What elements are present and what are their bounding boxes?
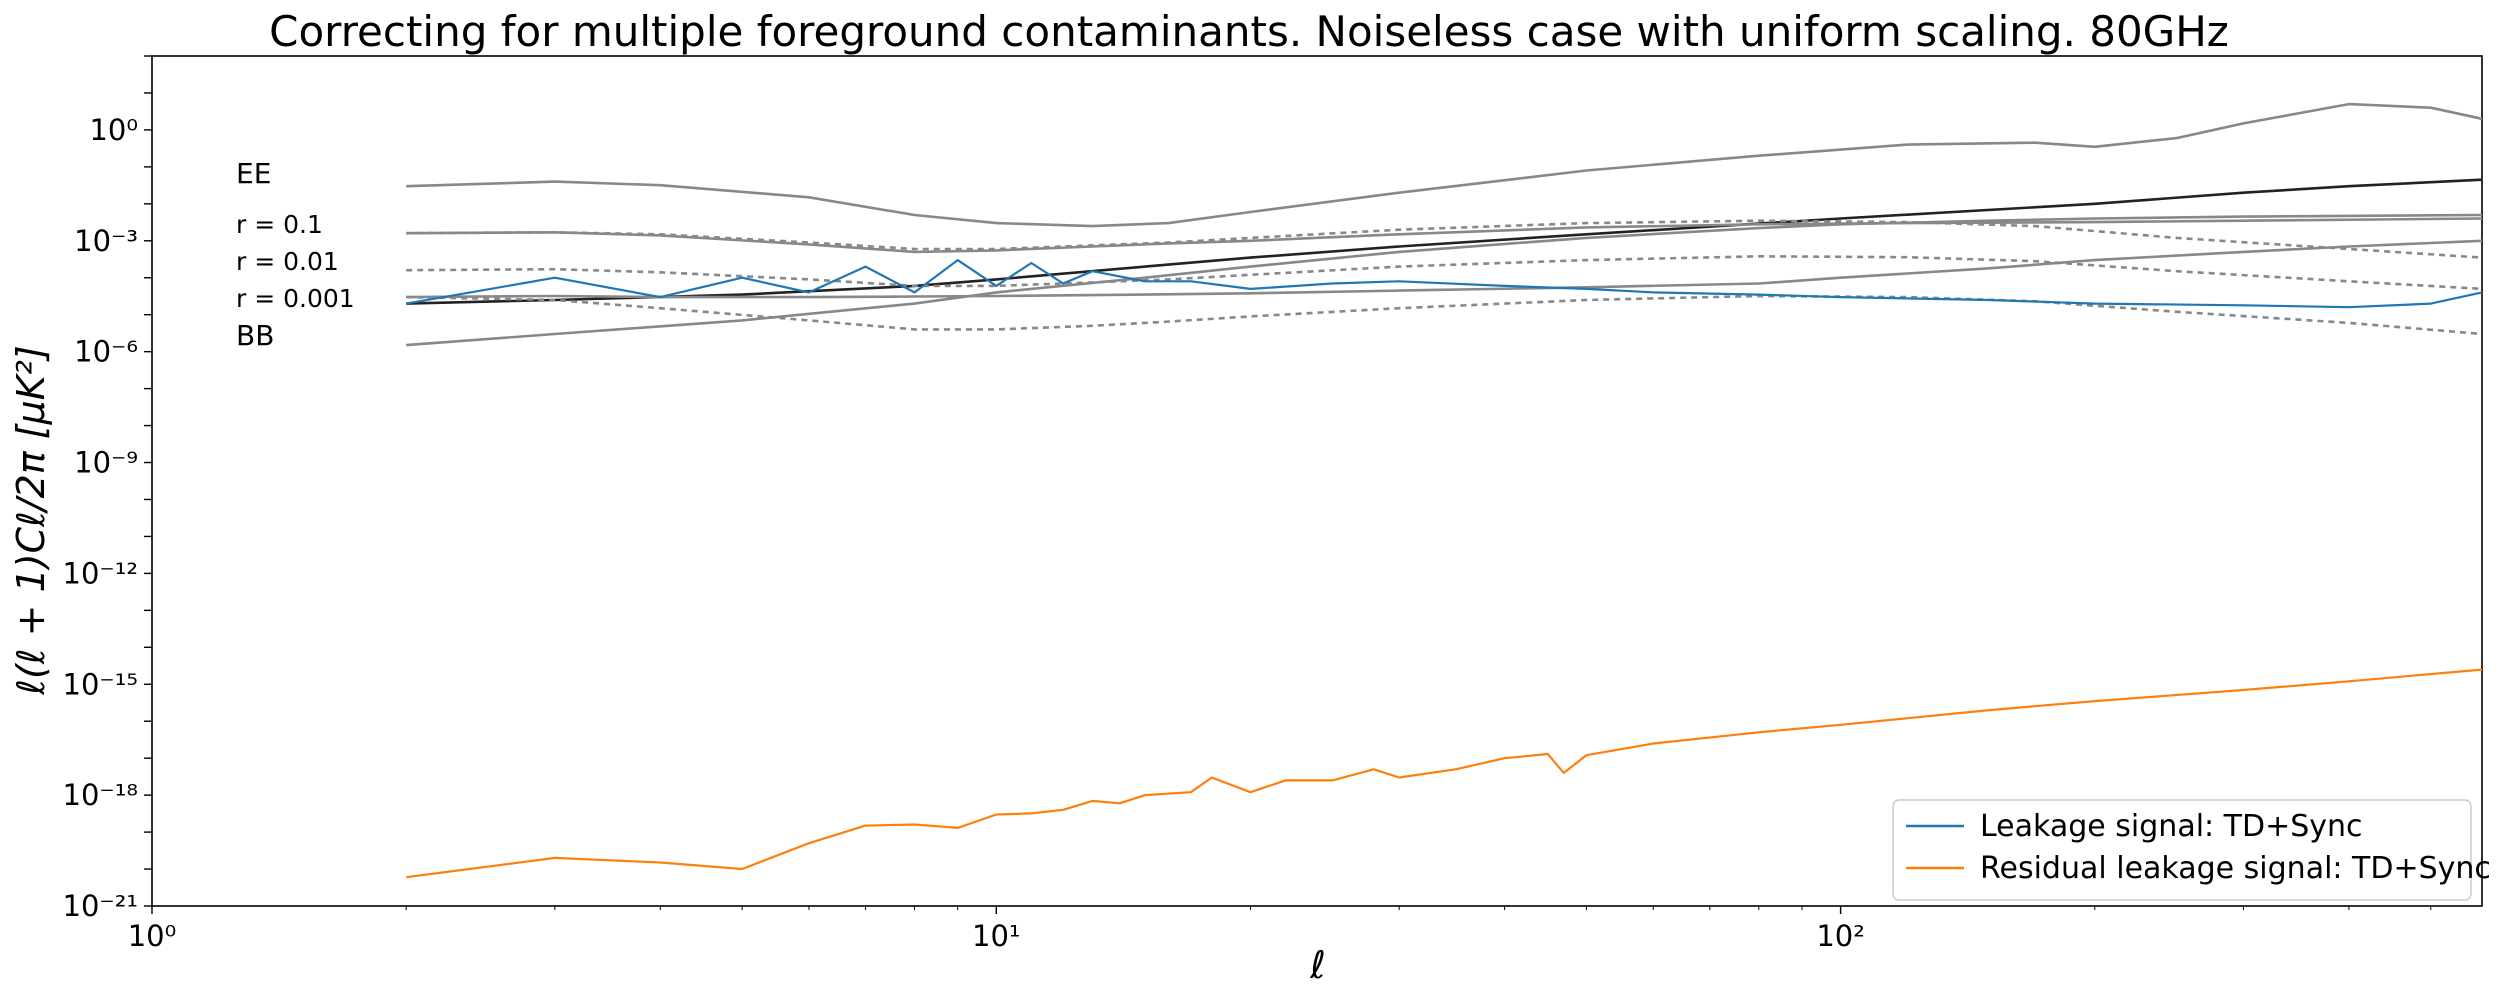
- plot-area: [406, 102, 2483, 879]
- theory-curve-2: [406, 102, 2483, 228]
- axes: 10⁻²¹ 10⁻¹⁸ 10⁻¹⁵ 10⁻¹² 10⁻⁹ 10⁻⁶ 10⁻³ 10⁰ 10⁰ 10…: [63, 55, 2483, 953]
- annotation-r-0.01: r = 0.01: [236, 247, 339, 276]
- theory-curve-dashed-8: [406, 254, 2483, 291]
- theory-curve-3: [406, 178, 2483, 305]
- annotation-ee: EE: [236, 157, 271, 190]
- y-tick-label: 10⁻¹⁸: [63, 778, 138, 812]
- chart-title: Correcting for multiple foreground conta…: [269, 7, 2229, 56]
- y-tick-label: 10⁻³: [74, 224, 138, 258]
- theory-curve-4: [406, 213, 2483, 347]
- theory-curve-5: [406, 217, 2483, 254]
- x-axis-label: ℓ: [1309, 943, 1326, 987]
- annotation-bb: BB: [236, 319, 274, 352]
- x-tick-label: 10⁰: [128, 919, 177, 953]
- legend-label-residual: Residual leakage signal: TD+Sync: [1980, 851, 2491, 886]
- y-tick-label: 10⁻¹⁵: [63, 667, 138, 701]
- theory-curve-dashed-9: [406, 294, 2483, 336]
- theory-curve-6: [406, 239, 2483, 299]
- annotation-r-0.1: r = 0.1: [236, 210, 323, 239]
- y-tick-label: 10⁻⁹: [74, 446, 138, 480]
- leakage-signal-line: [406, 259, 2483, 309]
- legend-box: [1892, 799, 2472, 901]
- legend-label-leakage: Leakage signal: TD+Sync: [1980, 809, 2363, 844]
- residual-leakage-line: [406, 668, 2483, 879]
- x-tick-label: 10¹: [972, 919, 1021, 953]
- y-tick-label: 10⁻²¹: [63, 889, 138, 923]
- annotation-r-0.001: r = 0.001: [236, 284, 355, 313]
- plot-frame: [151, 55, 2483, 907]
- y-axis-label: ℓ(ℓ + 1)Cℓ/2π [μK²]: [9, 345, 53, 695]
- theory-curve-dashed-7: [406, 219, 2483, 259]
- y-tick-label: 10⁻⁶: [74, 335, 138, 369]
- y-tick-label: 10⁻¹²: [63, 556, 138, 590]
- y-tick-label: 10⁰: [89, 113, 138, 147]
- x-tick-label: 10²: [1816, 919, 1865, 953]
- legend: Leakage signal: TD+Sync Residual leakage…: [1892, 799, 2491, 901]
